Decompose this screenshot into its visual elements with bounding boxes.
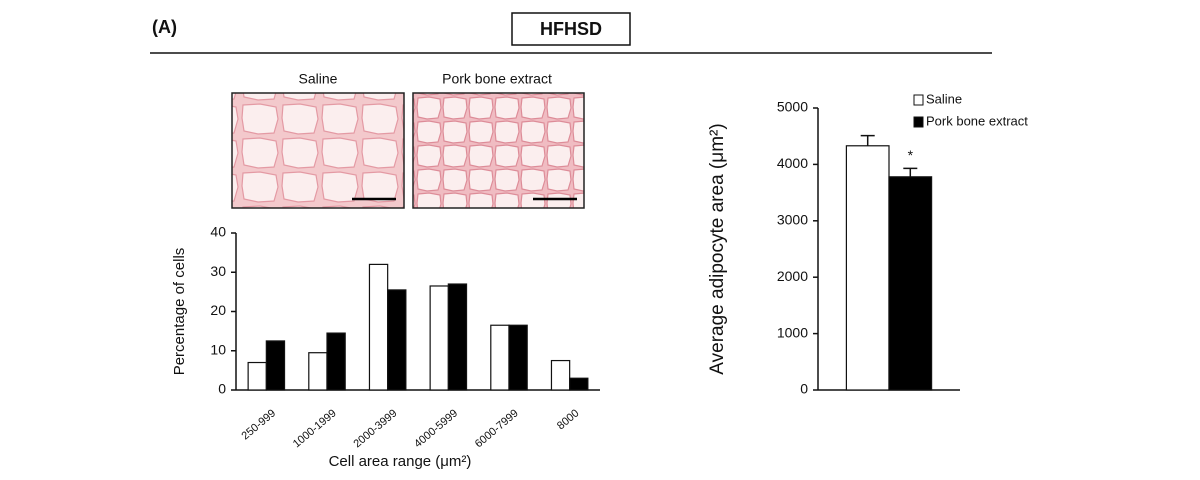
bar [326,332,346,391]
y-tick-label: 40 [210,224,226,240]
x-tick-label: 4000-5999 [412,407,460,450]
image-label: Saline [299,71,338,87]
y-tick-label: 2000 [777,268,808,284]
image-label: Pork bone extract [442,71,552,87]
histology-image [412,92,585,209]
x-tick-label: 250-999 [239,407,278,442]
legend-label: Pork bone extract [926,113,1028,128]
annotation: * [908,147,914,163]
bar [368,263,389,391]
legend-swatch [913,116,924,128]
bar [308,352,328,391]
error-bar [903,167,918,177]
y-tick-label: 1000 [777,324,808,340]
y-tick-label: 3000 [777,212,808,228]
bar [265,340,286,391]
y-tick-label: 0 [800,381,808,397]
title-box [511,12,631,46]
bar [845,145,890,391]
bar [490,324,510,391]
bar [888,176,933,391]
bar [247,361,267,391]
legend-swatch [913,94,924,106]
y-tick-label: 0 [218,381,226,397]
x-tick-label: 8000 [555,407,581,432]
x-tick-label: 2000-3999 [351,407,399,450]
bar [550,359,571,391]
y-tick-label: 10 [210,341,226,357]
y-axis-label: Average adipocyte area (μm²) [707,123,728,374]
y-tick-label: 20 [210,302,226,318]
x-axis-label: Cell area range (μm²) [329,453,472,470]
y-axis-label: Percentage of cells [171,248,188,376]
bar [569,377,589,391]
bar [387,289,407,391]
y-tick-label: 4000 [777,155,808,171]
panel-label: (A) [152,17,177,37]
figure-title: HFHSD [540,19,602,39]
y-tick-label: 30 [210,263,226,279]
error-bar [860,134,875,146]
bar [508,324,528,391]
x-tick-label: 6000-7999 [473,407,521,450]
bar [447,283,468,391]
histology-image [231,92,405,209]
legend-label: Saline [926,91,962,106]
bar [429,285,449,391]
x-tick-label: 1000-1999 [291,407,339,450]
y-tick-label: 5000 [777,99,808,115]
